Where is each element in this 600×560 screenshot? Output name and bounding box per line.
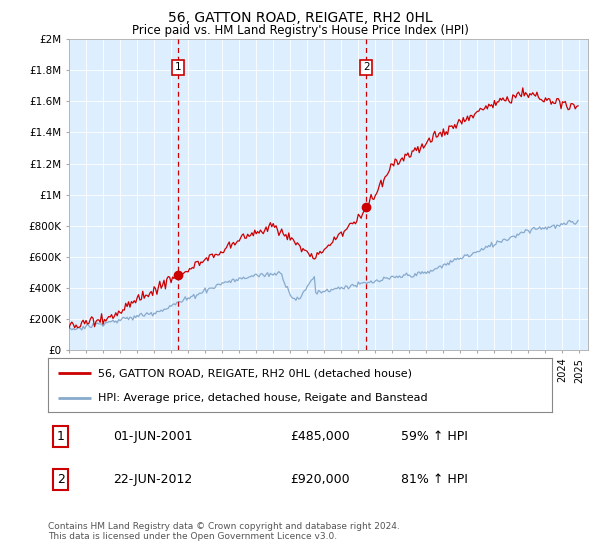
Text: 22-JUN-2012: 22-JUN-2012 [113,473,193,486]
Text: 56, GATTON ROAD, REIGATE, RH2 0HL: 56, GATTON ROAD, REIGATE, RH2 0HL [167,11,433,25]
Text: £485,000: £485,000 [290,430,350,443]
Text: 2: 2 [56,473,65,486]
Text: 56, GATTON ROAD, REIGATE, RH2 0HL (detached house): 56, GATTON ROAD, REIGATE, RH2 0HL (detac… [98,368,412,379]
Text: 1: 1 [175,62,182,72]
Text: 01-JUN-2001: 01-JUN-2001 [113,430,193,443]
Text: £920,000: £920,000 [290,473,350,486]
Text: 59% ↑ HPI: 59% ↑ HPI [401,430,467,443]
Text: 1: 1 [56,430,65,443]
Text: HPI: Average price, detached house, Reigate and Banstead: HPI: Average price, detached house, Reig… [98,393,428,403]
Text: Price paid vs. HM Land Registry's House Price Index (HPI): Price paid vs. HM Land Registry's House … [131,24,469,36]
Text: 81% ↑ HPI: 81% ↑ HPI [401,473,467,486]
Text: Contains HM Land Registry data © Crown copyright and database right 2024.
This d: Contains HM Land Registry data © Crown c… [48,522,400,542]
Text: 2: 2 [363,62,370,72]
